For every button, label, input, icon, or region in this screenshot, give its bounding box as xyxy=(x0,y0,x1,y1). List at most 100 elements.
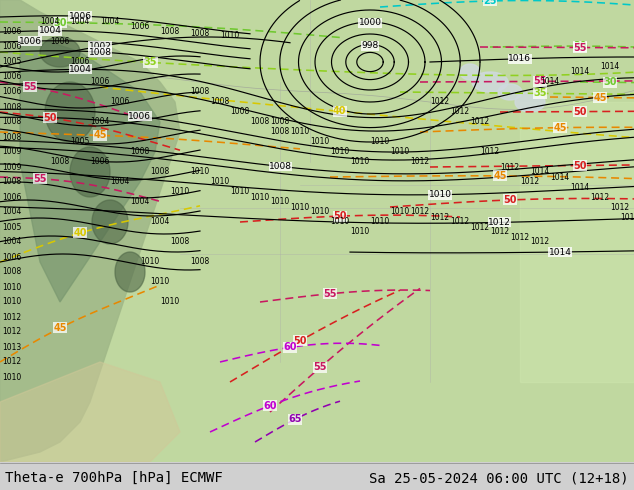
Text: 1012: 1012 xyxy=(590,193,609,201)
Text: 1010: 1010 xyxy=(190,168,210,176)
Text: 1008: 1008 xyxy=(190,29,210,39)
Text: 1008: 1008 xyxy=(3,102,22,112)
Polygon shape xyxy=(92,200,128,244)
Polygon shape xyxy=(45,82,95,142)
Text: 1005: 1005 xyxy=(70,138,89,147)
Text: 1006: 1006 xyxy=(3,88,22,97)
Text: 1010: 1010 xyxy=(160,297,179,307)
Text: 1004: 1004 xyxy=(131,197,150,206)
Text: 40: 40 xyxy=(333,106,347,117)
Polygon shape xyxy=(515,92,545,112)
Text: 45: 45 xyxy=(553,122,567,133)
Text: 1006: 1006 xyxy=(128,112,152,121)
Text: 1006: 1006 xyxy=(110,98,130,106)
Text: 1004: 1004 xyxy=(90,118,110,126)
Text: Theta-e 700hPa [hPa] ECMWF: Theta-e 700hPa [hPa] ECMWF xyxy=(5,471,223,485)
Text: 1012: 1012 xyxy=(481,147,500,156)
Text: 1005: 1005 xyxy=(3,57,22,67)
Text: 1014: 1014 xyxy=(600,63,619,72)
Text: 35: 35 xyxy=(533,88,547,98)
Text: 1008: 1008 xyxy=(230,107,250,117)
Text: 1004: 1004 xyxy=(41,18,60,26)
Text: 1008: 1008 xyxy=(3,268,22,276)
Text: 50: 50 xyxy=(573,107,587,117)
Text: 1014: 1014 xyxy=(571,182,590,192)
Text: 1010: 1010 xyxy=(210,177,230,187)
Text: 1008: 1008 xyxy=(3,132,22,142)
Text: 1010: 1010 xyxy=(311,207,330,217)
Text: 998: 998 xyxy=(361,42,378,50)
Text: 1010: 1010 xyxy=(250,193,269,201)
Polygon shape xyxy=(472,72,508,92)
Polygon shape xyxy=(0,362,180,462)
Text: 45: 45 xyxy=(93,130,107,140)
Text: 1010: 1010 xyxy=(3,297,22,307)
Text: 1000: 1000 xyxy=(358,19,382,27)
Text: 1008: 1008 xyxy=(89,48,112,56)
Text: 1006: 1006 xyxy=(70,57,89,67)
Text: 1008: 1008 xyxy=(3,177,22,187)
Text: 1010: 1010 xyxy=(140,258,160,267)
Text: 1014: 1014 xyxy=(531,168,550,176)
Polygon shape xyxy=(498,84,522,100)
Text: 50: 50 xyxy=(573,161,586,171)
Text: 1012: 1012 xyxy=(450,218,470,226)
Text: 1010: 1010 xyxy=(370,218,390,226)
Text: Sa 25-05-2024 06:00 UTC (12+18): Sa 25-05-2024 06:00 UTC (12+18) xyxy=(370,471,629,485)
Text: 1012: 1012 xyxy=(430,98,450,106)
Text: 1005: 1005 xyxy=(3,222,22,231)
Polygon shape xyxy=(0,0,180,462)
Text: 50: 50 xyxy=(294,336,307,346)
Text: 30: 30 xyxy=(53,18,67,27)
Text: 55: 55 xyxy=(34,173,47,184)
Text: 1006: 1006 xyxy=(3,43,22,51)
Text: 1010: 1010 xyxy=(150,277,170,287)
Text: 1012: 1012 xyxy=(3,327,22,337)
Text: 50: 50 xyxy=(333,211,347,221)
Text: 1010: 1010 xyxy=(351,157,370,167)
Bar xyxy=(520,102,634,382)
Text: 1004: 1004 xyxy=(3,238,22,246)
Polygon shape xyxy=(115,252,145,292)
Text: 50: 50 xyxy=(43,113,56,123)
Text: 1006: 1006 xyxy=(3,193,22,201)
Text: 1006: 1006 xyxy=(3,27,22,36)
Text: 45: 45 xyxy=(53,323,67,333)
Text: 1010: 1010 xyxy=(3,372,22,382)
Text: 1012: 1012 xyxy=(410,207,430,217)
Text: 1006: 1006 xyxy=(90,157,110,167)
Text: 1006: 1006 xyxy=(18,37,42,46)
Text: 1010: 1010 xyxy=(391,207,410,217)
Text: 1010: 1010 xyxy=(290,202,309,212)
Text: 55: 55 xyxy=(23,82,37,92)
Text: 1009: 1009 xyxy=(3,147,22,156)
Text: 1010: 1010 xyxy=(311,138,330,147)
Text: 1006: 1006 xyxy=(131,23,150,31)
Text: 60: 60 xyxy=(263,400,277,411)
Text: 1008: 1008 xyxy=(171,238,190,246)
Text: 1006: 1006 xyxy=(3,252,22,262)
Text: 1004: 1004 xyxy=(69,65,92,74)
Text: 1012: 1012 xyxy=(500,163,519,172)
Text: 1010: 1010 xyxy=(391,147,410,156)
Text: 1008: 1008 xyxy=(250,118,269,126)
Text: 1004: 1004 xyxy=(150,218,170,226)
Text: 1010: 1010 xyxy=(270,197,290,206)
Text: 1010: 1010 xyxy=(330,218,349,226)
Text: 1006: 1006 xyxy=(50,38,70,47)
Text: 1010: 1010 xyxy=(621,213,634,221)
Text: 1012: 1012 xyxy=(521,177,540,187)
Text: 1012: 1012 xyxy=(470,222,489,231)
Text: 65: 65 xyxy=(288,414,302,424)
Text: 1008: 1008 xyxy=(160,27,179,36)
Text: 1004: 1004 xyxy=(70,18,89,26)
Text: 30: 30 xyxy=(573,41,586,51)
Text: 1012: 1012 xyxy=(410,157,430,167)
Text: 55: 55 xyxy=(533,76,547,86)
Text: 60: 60 xyxy=(283,343,297,352)
Text: 1012: 1012 xyxy=(430,213,450,221)
Text: 1012: 1012 xyxy=(491,227,510,237)
Text: 1002: 1002 xyxy=(89,42,112,51)
Text: 1008: 1008 xyxy=(190,88,210,97)
Text: 1012: 1012 xyxy=(3,358,22,367)
